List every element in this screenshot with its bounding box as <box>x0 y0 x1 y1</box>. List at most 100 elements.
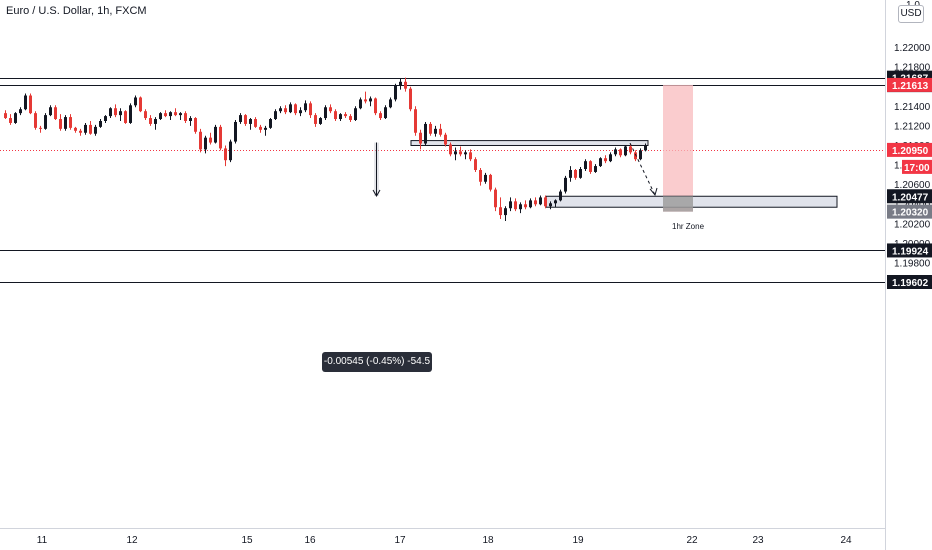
currency-button[interactable]: USD <box>898 5 924 23</box>
candle-body <box>414 109 417 133</box>
candle-body <box>329 107 332 112</box>
candle-body <box>109 108 112 117</box>
candle-body <box>34 113 37 128</box>
candle-body <box>134 97 137 106</box>
price-tag-bg <box>887 189 932 204</box>
candle-body <box>519 204 522 210</box>
candle-body <box>219 126 222 149</box>
candle-body <box>369 98 372 102</box>
candle-body <box>139 97 142 112</box>
candle-body <box>624 146 627 156</box>
candle-body <box>454 151 457 155</box>
candle-body <box>299 110 302 114</box>
price-axis-tick-label: 1.21800 <box>894 63 931 74</box>
candle-body <box>79 130 82 133</box>
measure-arrow-head <box>372 189 381 197</box>
candle-body <box>349 116 352 121</box>
candle-body <box>509 201 512 209</box>
candle-body <box>309 103 312 116</box>
candle-body <box>259 126 262 130</box>
candle-body <box>574 169 577 178</box>
candle-body <box>124 111 127 123</box>
candle-body <box>214 126 217 143</box>
candle-body <box>484 174 487 182</box>
candle-body <box>524 204 527 208</box>
candle-body <box>59 119 62 129</box>
candle-body <box>504 208 507 216</box>
candle-body <box>284 108 287 113</box>
candle-body <box>199 131 202 150</box>
level-price-tag-bg <box>887 275 932 290</box>
candle-body <box>244 115 247 124</box>
level-price-tag: 1.19924 <box>892 246 929 257</box>
candle-body <box>544 197 547 207</box>
candle-body <box>314 115 317 124</box>
candle-body <box>29 95 32 114</box>
candle-body <box>14 113 17 123</box>
candle-body <box>69 117 72 128</box>
candle-body <box>584 161 587 170</box>
candle-body <box>394 85 397 100</box>
price-tag: 1.20950 <box>892 146 929 157</box>
candle-body <box>174 112 177 116</box>
candle-body <box>129 105 132 123</box>
candle-body <box>354 108 357 121</box>
zone-1hr-rect[interactable] <box>663 84 693 212</box>
price-tag-bg <box>887 77 932 92</box>
candle-body <box>279 108 282 112</box>
candle-body <box>144 111 147 119</box>
candle-body <box>389 99 392 108</box>
candle-body <box>4 113 7 119</box>
resistance-box[interactable] <box>410 140 649 146</box>
candle-body <box>639 150 642 160</box>
candle-body <box>549 203 552 207</box>
candle-body <box>474 159 477 170</box>
zone-label: 1hr Zone <box>672 222 705 231</box>
candle-body <box>384 107 387 119</box>
candle-body <box>229 141 232 161</box>
candle-body <box>119 111 122 116</box>
candle-body <box>459 151 462 155</box>
candle-body <box>569 169 572 178</box>
candle-body <box>404 81 407 89</box>
candle-body <box>274 111 277 120</box>
candle-body <box>534 200 537 205</box>
symbol-title: Euro / U.S. Dollar, 1h, FXCM <box>6 5 147 17</box>
candle-body <box>194 118 197 132</box>
candle-body <box>529 200 532 208</box>
candle-body <box>44 115 47 129</box>
price-tag-bg <box>887 204 932 219</box>
price-axis-tick-label: 1.21400 <box>894 102 931 113</box>
candle-body <box>619 149 622 156</box>
candle-body <box>94 126 97 134</box>
candle-body <box>269 119 272 128</box>
candle-body <box>304 103 307 111</box>
candle-body <box>599 158 602 167</box>
time-axis-tick-label: 22 <box>686 535 698 546</box>
level-price-tag-bg <box>887 243 932 258</box>
candle-body <box>489 174 492 190</box>
candle-body <box>424 123 427 144</box>
candle-body <box>179 113 182 116</box>
time-axis-tick-label: 11 <box>37 535 48 546</box>
projection-arrow-head <box>649 187 658 197</box>
projection-arrow-line[interactable] <box>629 142 656 196</box>
price-tag: 1.20477 <box>892 192 929 203</box>
candle-body <box>289 104 292 113</box>
candle-body <box>169 112 172 117</box>
candle-body <box>449 144 452 155</box>
candle-body <box>164 113 167 117</box>
candle-body <box>99 120 102 127</box>
time-axis-tick-label: 19 <box>572 535 584 546</box>
candle-body <box>564 177 567 192</box>
candle-body <box>419 132 422 144</box>
candle-body <box>609 154 612 162</box>
candle-body <box>579 169 582 178</box>
candle-body <box>339 114 342 120</box>
candle-body <box>19 109 22 114</box>
candle-body <box>644 145 647 151</box>
candle-body <box>429 123 432 134</box>
candle-body <box>364 99 367 102</box>
candle-body <box>114 108 117 116</box>
